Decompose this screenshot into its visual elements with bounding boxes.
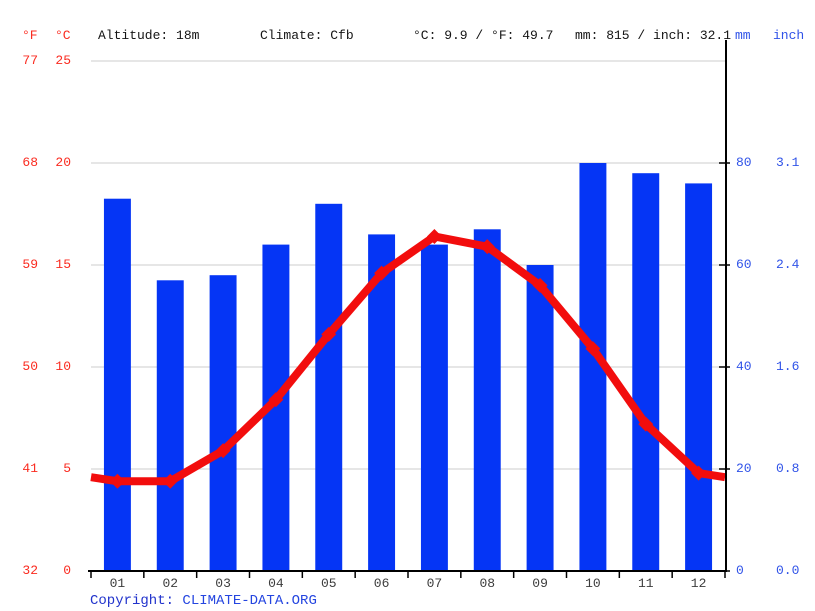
temperature-point [215, 443, 231, 459]
precipitation-bar [526, 265, 554, 571]
precipitation-bar [209, 275, 237, 571]
month-tick-label: 02 [162, 576, 179, 591]
celsius-tick-label: 10 [55, 359, 71, 374]
temperature-point [162, 473, 178, 489]
climate-class-label: Climate: Cfb [260, 28, 354, 43]
celsius-tick-label: 0 [63, 563, 71, 578]
month-tick-label: 08 [479, 576, 496, 591]
copyright-label: Copyright: [90, 593, 183, 609]
month-tick-label: 03 [215, 576, 231, 591]
inch-tick-label: 2.4 [776, 257, 800, 272]
month-tick-label: 07 [426, 576, 443, 591]
precipitation-bar [632, 173, 660, 571]
copyright-row: Copyright: CLIMATE-DATA.ORG [90, 593, 317, 609]
mm-tick-label: 40 [736, 359, 752, 374]
celsius-tick-label: 20 [55, 155, 71, 170]
temperature-point [585, 341, 601, 357]
annual-precipitation-label: mm: 815 / inch: 32.1 [575, 28, 732, 43]
celsius-tick-label: 25 [55, 53, 71, 68]
altitude-label: Altitude: 18m [98, 28, 200, 43]
precipitation-bar [685, 183, 713, 571]
temperature-point [638, 416, 654, 432]
temperature-point [268, 392, 284, 408]
precipitation-bar [156, 280, 184, 571]
inch-axis-title: inch [773, 28, 805, 43]
fahrenheit-tick-label: 50 [22, 359, 38, 374]
mean-temperature-label: °C: 9.9 / °F: 49.7 [413, 28, 554, 43]
fahrenheit-tick-label: 59 [22, 257, 38, 272]
precipitation-bar [103, 198, 131, 571]
temperature-point [691, 465, 707, 481]
month-tick-label: 06 [373, 576, 390, 591]
month-tick-label: 01 [109, 576, 126, 591]
month-tick-label: 10 [585, 576, 601, 591]
temperature-point [374, 265, 390, 281]
fahrenheit-tick-label: 68 [22, 155, 38, 170]
month-tick-label: 11 [637, 576, 654, 591]
precipitation-bar [315, 203, 343, 572]
temperature-point [321, 326, 337, 342]
month-tick-label: 12 [690, 576, 707, 591]
precipitation-bar [473, 229, 501, 572]
mm-tick-label: 0 [736, 563, 744, 578]
temperature-point [532, 277, 548, 293]
precipitation-bar [368, 234, 396, 571]
mm-tick-label: 60 [736, 257, 752, 272]
inch-tick-label: 3.1 [776, 155, 800, 170]
copyright-link[interactable]: CLIMATE-DATA.ORG [182, 593, 317, 609]
mm-tick-label: 80 [736, 155, 752, 170]
mm-axis-title: mm [735, 28, 751, 43]
month-tick-label: 09 [532, 576, 548, 591]
temperature-line [90, 232, 726, 486]
celsius-tick-label: 15 [55, 257, 71, 272]
fahrenheit-tick-label: 32 [22, 563, 38, 578]
temperature-point [426, 228, 442, 244]
celsius-axis-title: °C [55, 28, 71, 43]
inch-tick-label: 0.8 [776, 461, 800, 476]
temperature-point [109, 473, 125, 489]
temperature-point [479, 239, 495, 255]
fahrenheit-axis-title: °F [22, 28, 38, 43]
month-tick-label: 04 [268, 576, 284, 591]
fahrenheit-tick-label: 77 [22, 53, 38, 68]
month-tick-label: 05 [320, 576, 337, 591]
inch-tick-label: 0.0 [776, 563, 800, 578]
celsius-tick-label: 5 [63, 461, 71, 476]
precipitation-bar [420, 244, 448, 571]
fahrenheit-tick-label: 41 [22, 461, 38, 476]
inch-tick-label: 1.6 [776, 359, 800, 374]
mm-tick-label: 20 [736, 461, 752, 476]
